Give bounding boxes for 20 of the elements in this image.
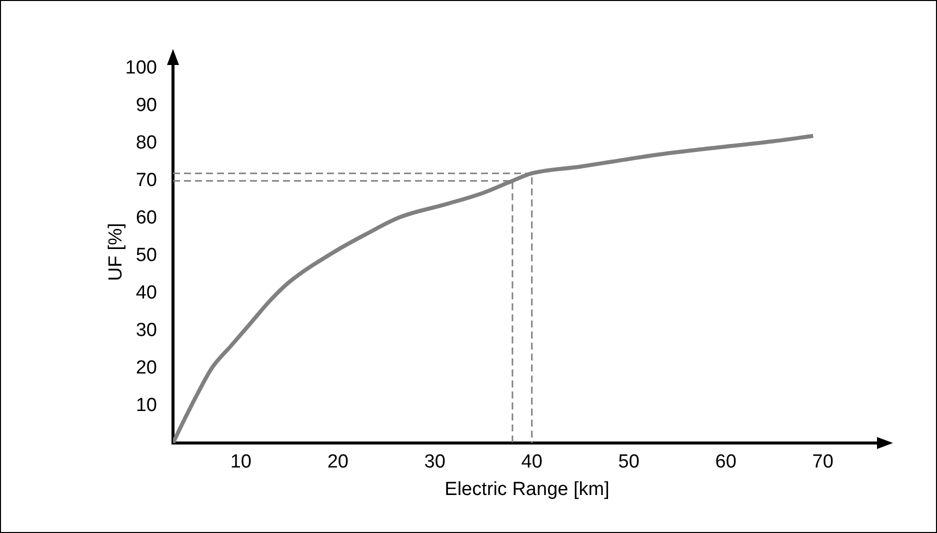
x-tick-label: 40: [521, 452, 542, 473]
y-tick-label: 60: [136, 208, 157, 229]
x-tick-label: 30: [424, 452, 446, 473]
x-tick-label: 50: [618, 452, 640, 473]
y-tick-label: 30: [136, 320, 157, 341]
y-tick-label: 80: [136, 132, 157, 154]
x-tick-label: 10: [230, 452, 252, 473]
x-axis-title: Electric Range [km]: [444, 478, 610, 500]
y-tick-label: 20: [136, 357, 157, 378]
line-series: [173, 134, 816, 443]
y-tick-label: 90: [136, 95, 157, 116]
y-tick-label: 10: [136, 394, 157, 416]
x-tick-label: 60: [715, 452, 736, 473]
y-axis-title: UF [%]: [106, 222, 127, 282]
y-tick-label: 40: [136, 282, 157, 304]
x-tick-label: 20: [327, 452, 348, 473]
x-tick-label: 70: [812, 452, 834, 473]
y-tick-label: 70: [136, 170, 157, 192]
y-tick-label: 100: [125, 58, 157, 79]
y-tick-label: 50: [136, 244, 157, 266]
